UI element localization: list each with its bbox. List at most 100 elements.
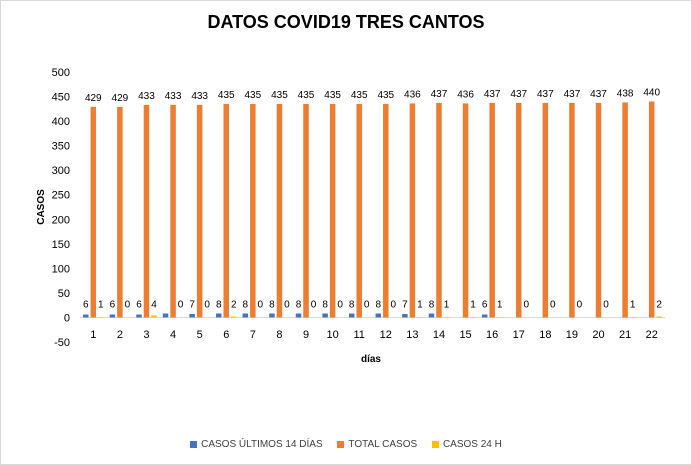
bar: [322, 313, 328, 318]
x-axis-title: días: [361, 354, 381, 365]
bar: [656, 316, 662, 318]
bar: [436, 102, 442, 318]
data-label: 8: [296, 299, 302, 310]
data-label: 435: [377, 90, 394, 101]
data-label: 437: [510, 89, 527, 100]
data-label: 8: [243, 299, 249, 310]
bar: [329, 103, 336, 318]
data-label: 437: [431, 89, 448, 100]
data-label: 6: [136, 299, 142, 310]
bar: [196, 104, 203, 318]
data-label: 433: [138, 91, 155, 102]
x-tick-label: 20: [592, 329, 604, 341]
data-label: 437: [537, 89, 554, 100]
y-tick-label: 300: [52, 165, 70, 177]
bar: [143, 104, 150, 318]
x-tick-label: 22: [646, 329, 658, 341]
data-label: 6: [482, 299, 488, 310]
x-tick-label: 16: [486, 329, 498, 341]
data-label: 0: [284, 299, 290, 310]
bar: [629, 316, 636, 318]
bar: [303, 103, 309, 318]
x-tick-label: 3: [143, 329, 149, 341]
chart-title: DATOS COVID19 TRES CANTOS: [207, 12, 485, 32]
data-label: 435: [298, 90, 315, 101]
data-label: 0: [337, 299, 343, 310]
data-label: 6: [110, 299, 116, 310]
bar: [428, 313, 435, 318]
data-label: 0: [550, 299, 556, 310]
bar: [648, 101, 655, 318]
bar: [90, 106, 97, 318]
data-label: 435: [218, 90, 235, 101]
legend-item-casos-14-dias: CASOS ÚLTIMOS 14 DÍAS: [190, 439, 323, 450]
bar: [216, 313, 222, 318]
y-tick-label: 200: [52, 214, 70, 226]
data-label: 0: [603, 299, 609, 310]
x-tick-label: 7: [250, 329, 256, 341]
data-label: 2: [231, 299, 237, 310]
bar: [170, 104, 176, 318]
bar: [151, 315, 157, 318]
bar: [348, 313, 355, 318]
bar: [223, 103, 229, 318]
bar: [409, 103, 416, 318]
x-tick-label: 6: [223, 329, 229, 341]
bar: [462, 103, 469, 318]
data-label: 437: [590, 89, 607, 100]
data-label: 1: [470, 299, 476, 310]
y-axis-title: CASOS: [36, 189, 47, 225]
bar: [109, 314, 116, 318]
data-label: 435: [351, 90, 368, 101]
legend-item-total-casos: TOTAL CASOS: [337, 439, 417, 450]
x-tick-label: 4: [170, 329, 176, 341]
data-label: 438: [617, 88, 634, 99]
x-tick-label: 18: [539, 329, 551, 341]
y-tick-label: 150: [52, 239, 70, 251]
bar: [402, 314, 408, 318]
bar: [417, 316, 423, 318]
bar: [136, 314, 142, 318]
data-label: 437: [564, 89, 581, 100]
x-tick-label: 15: [459, 329, 471, 341]
bar: [542, 102, 549, 318]
data-label: 429: [85, 93, 102, 104]
legend: CASOS ÚLTIMOS 14 DÍAS TOTAL CASOS CASOS …: [0, 439, 692, 450]
legend-swatch: [337, 440, 345, 448]
data-label: 0: [391, 299, 397, 310]
data-label: 2: [656, 299, 662, 310]
y-tick-label: 500: [52, 67, 70, 79]
bar: [242, 313, 249, 318]
y-tick-label: 250: [52, 190, 70, 202]
x-tick-label: 8: [276, 329, 282, 341]
bar: [489, 102, 495, 318]
bar: [356, 103, 362, 318]
data-label: 1: [444, 299, 450, 310]
x-tick-label: 1: [90, 329, 96, 341]
bar: [269, 313, 275, 318]
bar: [250, 103, 256, 318]
data-label: 1: [98, 299, 104, 310]
legend-swatch: [190, 440, 198, 448]
data-label: 8: [376, 299, 382, 310]
x-tick-label: 12: [380, 329, 392, 341]
data-label: 1: [497, 299, 503, 310]
x-tick-label: 14: [433, 329, 445, 341]
data-label: 440: [643, 87, 660, 98]
x-tick-label: 11: [353, 329, 364, 341]
data-label: 8: [322, 299, 328, 310]
data-label: 0: [364, 299, 370, 310]
bar: [276, 103, 283, 318]
legend-label: CASOS 24 H: [442, 439, 502, 450]
bar: [98, 316, 104, 318]
data-label: 436: [457, 89, 474, 100]
bar: [83, 314, 89, 318]
x-tick-label: 2: [117, 329, 123, 341]
legend-label: TOTAL CASOS: [348, 439, 418, 450]
bar: [295, 313, 302, 318]
y-tick-label: 450: [52, 92, 70, 104]
data-label: 0: [577, 299, 583, 310]
bar: [443, 316, 450, 318]
